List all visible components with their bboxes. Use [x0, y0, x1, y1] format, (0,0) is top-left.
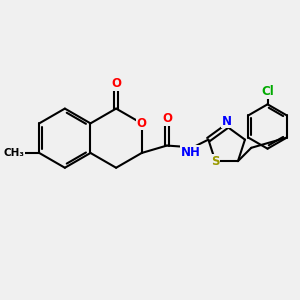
Text: CH₃: CH₃	[3, 148, 24, 158]
Text: NH: NH	[181, 146, 200, 159]
Text: S: S	[211, 154, 220, 168]
Text: O: O	[162, 112, 172, 125]
Text: O: O	[137, 117, 147, 130]
Text: N: N	[222, 115, 232, 128]
Text: Cl: Cl	[261, 85, 274, 98]
Text: O: O	[111, 77, 121, 90]
